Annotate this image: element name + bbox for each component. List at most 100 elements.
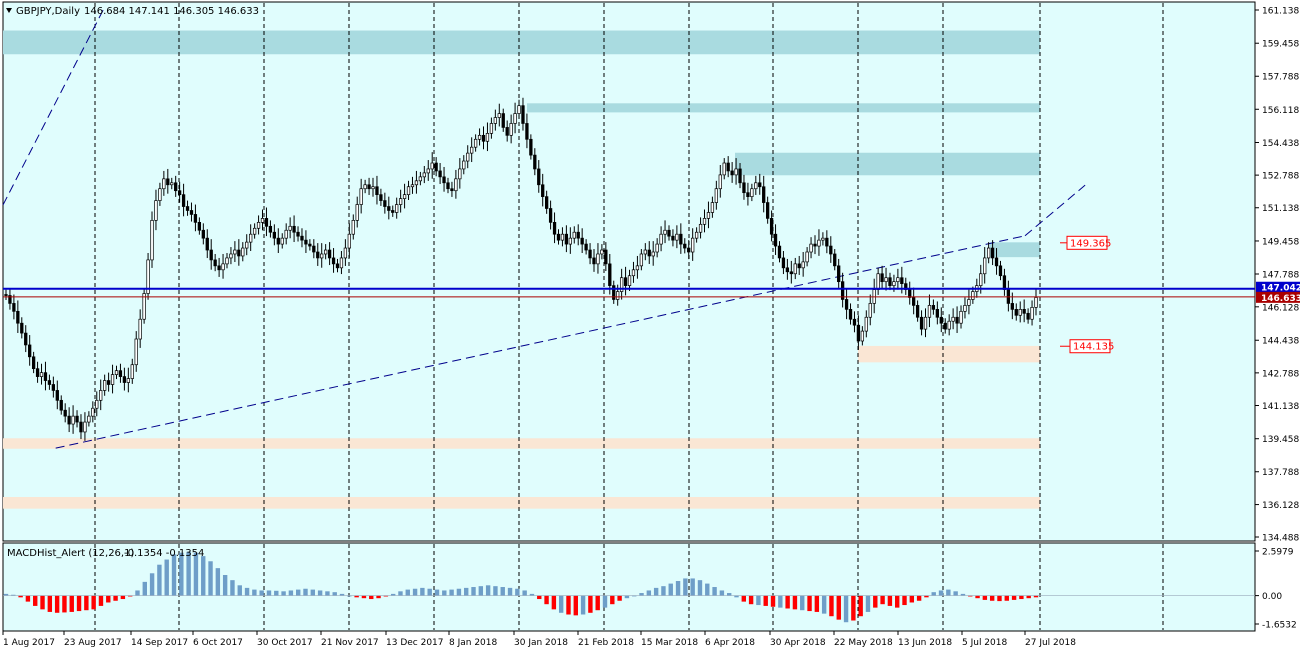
candle-body: [509, 123, 513, 136]
macd-bar: [946, 589, 951, 596]
candle-body: [793, 263, 797, 275]
candle: [83, 412, 87, 441]
macd-bar: [800, 595, 805, 611]
candle-body: [375, 186, 379, 196]
candle-body: [971, 291, 975, 300]
candle: [675, 225, 679, 249]
candle: [241, 242, 245, 262]
candle-body: [864, 316, 868, 332]
support-zone: [3, 497, 1040, 509]
candle-body: [892, 281, 896, 286]
candle-body: [387, 206, 391, 211]
candle: [387, 196, 391, 220]
candle-body: [47, 380, 52, 385]
x-tick-label: 15 Mar 2018: [641, 638, 698, 648]
candle: [951, 308, 955, 330]
candle-body: [320, 253, 324, 259]
candle-body: [596, 253, 600, 265]
candle: [130, 358, 134, 384]
candle-body: [264, 218, 269, 227]
candle-body: [414, 180, 419, 186]
candle-body: [177, 190, 182, 196]
resistance-zone: [990, 242, 1040, 258]
candle-body: [1010, 303, 1014, 310]
candle-body: [327, 249, 332, 259]
annotation-box[interactable]: [1066, 235, 1108, 250]
candle-body: [35, 368, 40, 377]
candle: [627, 269, 632, 291]
candle-body: [691, 237, 695, 253]
candle: [103, 374, 107, 396]
y-tick-label: 141.138: [1262, 402, 1299, 412]
macd-bar: [303, 588, 308, 596]
candle-body: [91, 407, 95, 417]
candle: [252, 223, 257, 239]
candle: [237, 239, 241, 266]
candle-body: [848, 309, 853, 320]
x-tick-label: 22 May 2018: [834, 638, 893, 648]
candle-body: [746, 192, 750, 197]
candle-body: [174, 182, 178, 192]
candle-body: [75, 415, 79, 423]
candle-body: [683, 243, 687, 249]
candle: [110, 364, 115, 394]
candle-body: [592, 257, 596, 265]
candle: [552, 212, 557, 244]
candle: [663, 220, 667, 244]
macd-bar: [127, 595, 133, 597]
macd-bar: [814, 595, 820, 612]
candle-body: [1014, 309, 1018, 316]
candle: [1014, 303, 1018, 321]
candle-body: [856, 324, 861, 342]
trendline[interactable]: [2, 8, 105, 206]
candle-body: [450, 188, 454, 192]
macd-bar: [836, 595, 841, 620]
candle-body: [31, 356, 36, 370]
candle-body: [860, 330, 865, 342]
candle: [264, 207, 269, 237]
macd-bar: [259, 590, 264, 596]
candle-body: [185, 206, 190, 211]
candle-body: [896, 277, 900, 283]
candle-body: [331, 257, 336, 265]
candle: [683, 238, 687, 254]
candle-body: [245, 241, 249, 249]
macd-bar: [91, 595, 96, 610]
candle: [442, 166, 446, 192]
candle: [4, 289, 8, 300]
candle-body: [604, 249, 608, 265]
macd-bar: [485, 585, 491, 596]
candle-body: [1026, 312, 1030, 320]
candle: [529, 134, 533, 160]
macd-bar: [880, 595, 885, 605]
candle-body: [789, 271, 793, 275]
candle: [990, 240, 995, 266]
candle: [217, 257, 221, 277]
candle: [339, 251, 344, 275]
annotation-box[interactable]: [1069, 339, 1111, 354]
candle: [12, 294, 16, 320]
candle-body: [166, 178, 170, 186]
candle-body: [193, 214, 198, 223]
candle: [983, 247, 987, 284]
macd-bar: [537, 595, 542, 600]
price-pane[interactable]: [2, 1, 1256, 542]
macd-bar: [157, 564, 162, 596]
candle: [935, 301, 939, 325]
trendline[interactable]: [55, 235, 1026, 449]
y-tick-label: 154.438: [1262, 139, 1299, 149]
macd-bar: [931, 592, 936, 596]
candle-body: [888, 277, 892, 286]
candle: [773, 224, 778, 255]
macd-bar: [909, 595, 915, 603]
candle: [947, 314, 951, 336]
candle: [915, 300, 920, 322]
candle: [438, 163, 442, 184]
macd-bar: [222, 575, 228, 596]
candle: [612, 280, 616, 304]
candle-body: [608, 263, 612, 286]
candle-body: [43, 372, 48, 381]
price-mark-box: [1256, 281, 1300, 293]
candle: [371, 177, 375, 197]
candle: [994, 248, 999, 275]
